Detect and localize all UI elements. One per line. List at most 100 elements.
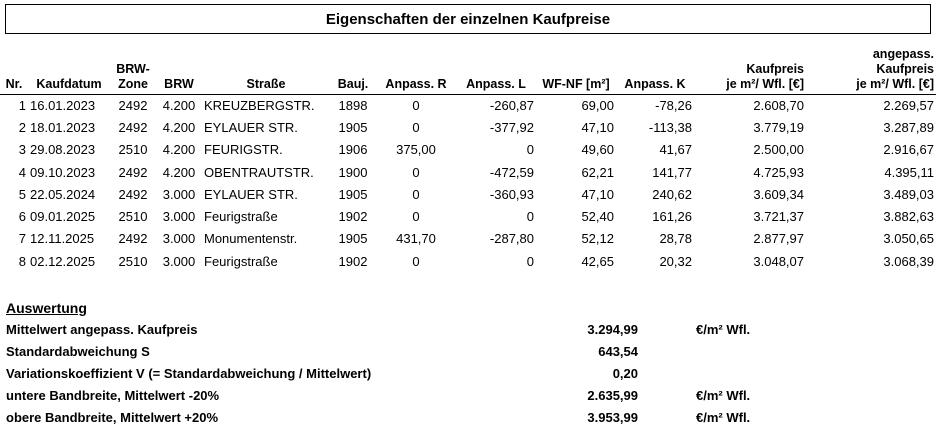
table-cell: -78,26 (655, 97, 692, 113)
table-cell: 3.779,19 (753, 119, 804, 135)
table-cell: 4.725,93 (753, 164, 804, 180)
table-cell: 0 (526, 142, 534, 158)
table-cell: 2 (18, 119, 26, 135)
evaluation-row: Mittelwert angepass. Kaufpreis 3.294,99 €/… (6, 320, 906, 342)
table-cell: 28,78 (659, 231, 692, 247)
purchase-price-table: Nr. Kaufdatum BRW- Zone BRW Straße Bauj. Anpass… (0, 38, 936, 272)
table-cell: 6 (18, 209, 26, 225)
table-cell: Monumentenstr. (204, 231, 298, 247)
table-cell: 375,00 (396, 142, 436, 158)
table-cell: 69,00 (581, 97, 614, 113)
table-cell: 1900 (338, 164, 368, 180)
evaluation-label: Variationskoeffizient V (= Standardabwei… (6, 366, 372, 381)
table-cell: 41,67 (659, 142, 692, 158)
column-header: Straße (246, 76, 286, 91)
table-cell: 7 (18, 231, 26, 247)
table-row: 1 16.01.2023 2492 4.200 KREUZBERGSTR. 1898 0 -2… (0, 94, 936, 116)
table-cell: 47,10 (581, 119, 614, 135)
table-cell: 3.489,03 (883, 186, 934, 202)
table-cell: 3.882,63 (883, 209, 934, 225)
evaluation-rows: Mittelwert angepass. Kaufpreis 3.294,99 €/… (6, 320, 906, 430)
table-cell: 2492 (118, 97, 148, 113)
table-cell: 02.12.2025 (30, 253, 96, 269)
evaluation-row: Standardabweichung S 643,54 (6, 342, 906, 364)
table-cell: -287,80 (489, 231, 534, 247)
table-row: 8 02.12.2025 2510 3.000 Feurigstraße 1902 0 0 42… (0, 250, 936, 272)
table-cell: 4.200 (162, 142, 196, 158)
table-cell: 2492 (118, 231, 148, 247)
table-cell: 3.050,65 (883, 231, 934, 247)
table-cell: 3.721,37 (753, 209, 804, 225)
table-cell: -360,93 (489, 186, 534, 202)
table-cell: 3.000 (162, 253, 196, 269)
table-cell: 2.269,57 (883, 97, 934, 113)
table-cell: 8 (18, 253, 26, 269)
table-body: 1 16.01.2023 2492 4.200 KREUZBERGSTR. 1898 0 -2… (0, 94, 936, 272)
table-cell: -260,87 (489, 97, 534, 113)
table-cell: 4 (18, 164, 26, 180)
table-cell: 2492 (118, 186, 148, 202)
table-cell: 09.10.2023 (30, 164, 96, 180)
evaluation-value: 3.953,99 (587, 410, 638, 425)
evaluation-row: untere Bandbreite, Mittelwert -20% 2.635,… (6, 386, 906, 408)
table-cell: 3.000 (162, 209, 196, 225)
table-cell: 16.01.2023 (30, 97, 96, 113)
table-cell: 3.287,89 (883, 119, 934, 135)
table-cell: EYLAUER STR. (204, 186, 298, 202)
column-header: Anpass. L (466, 76, 526, 91)
table-row: 5 22.05.2024 2492 3.000 EYLAUER STR. 1905 0 -36… (0, 183, 936, 205)
column-header: Kaufdatum (36, 76, 102, 91)
table-cell: 3 (18, 142, 26, 158)
table-cell: 52,40 (581, 209, 614, 225)
table-row: 7 12.11.2025 2492 3.000 Monumentenstr. 1905 43… (0, 228, 936, 250)
table-cell: Feurigstraße (204, 209, 278, 225)
table-cell: 20,32 (659, 253, 692, 269)
table-cell: 141,77 (652, 164, 692, 180)
evaluation-label: Mittelwert angepass. Kaufpreis (6, 322, 198, 337)
table-row: 6 09.01.2025 2510 3.000 Feurigstraße 1902 0 0 52… (0, 205, 936, 227)
table-cell: 4.200 (162, 119, 196, 135)
table-cell: -377,92 (489, 119, 534, 135)
table-cell: 0 (412, 209, 420, 225)
table-cell: 3.609,34 (753, 186, 804, 202)
table-cell: 1905 (338, 186, 368, 202)
table-cell: 3.068,39 (883, 253, 934, 269)
column-header: Bauj. (337, 76, 369, 91)
table-cell: 3.000 (162, 186, 196, 202)
table-cell: 49,60 (581, 142, 614, 158)
table-cell: KREUZBERGSTR. (204, 97, 315, 113)
column-header: BRW (164, 76, 194, 91)
column-header: WF-NF [m²] (542, 76, 610, 91)
table-cell: 3.048,07 (753, 253, 804, 269)
table-cell: 2.608,70 (753, 97, 804, 113)
table-cell: 1 (18, 97, 26, 113)
table-cell: 2.916,67 (883, 142, 934, 158)
table-cell: 29.08.2023 (30, 142, 96, 158)
evaluation-unit: €/m² Wfl. (696, 410, 751, 425)
table-cell: 4.200 (162, 164, 196, 180)
table-title: Eigenschaften der einzelnen Kaufpreise (5, 4, 931, 34)
table-cell: 2492 (118, 119, 148, 135)
table-cell: Feurigstraße (204, 253, 278, 269)
evaluation-value: 3.294,99 (587, 322, 638, 337)
table-cell: 431,70 (396, 231, 436, 247)
table-cell: 0 (526, 253, 534, 269)
table-cell: 09.01.2025 (30, 209, 96, 225)
table-cell: 0 (412, 97, 420, 113)
table-cell: OBENTRAUTSTR. (204, 164, 314, 180)
table-cell: 2.877,97 (753, 231, 804, 247)
table-cell: 1905 (338, 231, 368, 247)
table-cell: 2510 (118, 142, 148, 158)
table-cell: 1905 (338, 119, 368, 135)
table-cell: 0 (526, 209, 534, 225)
evaluation-section: Auswertung Mittelwert angepass. Kaufprei… (6, 300, 906, 430)
evaluation-unit: €/m² Wfl. (696, 322, 751, 337)
table-cell: 18.01.2023 (30, 119, 96, 135)
table-row: 4 09.10.2023 2492 4.200 OBENTRAUTSTR. 1900 0 -4… (0, 161, 936, 183)
table-cell: 161,26 (652, 209, 692, 225)
evaluation-label: obere Bandbreite, Mittelwert +20% (6, 410, 219, 425)
column-header: BRW- Zone (116, 61, 150, 91)
evaluation-row: Variationskoeffizient V (= Standardabwei… (6, 364, 906, 386)
table-cell: 2492 (118, 164, 148, 180)
table-cell: 2.500,00 (753, 142, 804, 158)
